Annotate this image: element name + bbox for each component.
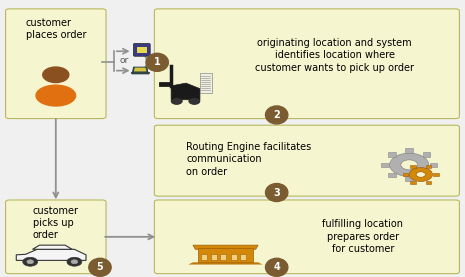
Polygon shape [131,73,150,74]
Text: 2: 2 [273,110,280,120]
Polygon shape [33,245,72,249]
Polygon shape [193,245,258,249]
FancyBboxPatch shape [410,165,416,168]
Circle shape [416,172,425,177]
Ellipse shape [266,258,288,276]
FancyBboxPatch shape [137,47,147,53]
FancyBboxPatch shape [388,152,396,157]
FancyBboxPatch shape [154,125,459,196]
Text: Routing Engine facilitates
communication
on order: Routing Engine facilitates communication… [186,142,311,177]
Ellipse shape [36,85,75,106]
Circle shape [71,260,78,264]
FancyBboxPatch shape [220,254,226,260]
Circle shape [401,160,418,170]
FancyBboxPatch shape [423,173,430,177]
FancyBboxPatch shape [154,9,459,119]
Circle shape [43,67,69,83]
FancyBboxPatch shape [423,152,430,157]
Ellipse shape [266,106,288,124]
Circle shape [189,98,200,104]
Ellipse shape [146,53,168,71]
Polygon shape [16,249,86,260]
Circle shape [409,168,432,181]
FancyBboxPatch shape [388,173,396,177]
Polygon shape [134,68,146,71]
FancyBboxPatch shape [410,181,416,184]
FancyBboxPatch shape [211,254,217,260]
Text: 4: 4 [273,262,280,272]
FancyBboxPatch shape [433,173,439,176]
Text: fulfilling location
prepares order
for customer: fulfilling location prepares order for c… [322,219,403,254]
Ellipse shape [266,183,288,202]
Text: 5: 5 [97,262,103,272]
Circle shape [23,257,38,266]
FancyBboxPatch shape [133,43,150,56]
FancyBboxPatch shape [6,9,106,119]
FancyBboxPatch shape [200,73,212,93]
Circle shape [390,153,429,176]
Circle shape [171,98,182,104]
FancyBboxPatch shape [430,163,437,167]
Ellipse shape [89,258,111,276]
Text: originating location and system
identifies location where
customer wants to pick: originating location and system identifi… [255,38,414,73]
Text: customer
places order: customer places order [26,18,86,40]
Text: or: or [120,56,129,65]
FancyBboxPatch shape [154,200,459,274]
Text: customer
picks up
order: customer picks up order [33,206,79,240]
Polygon shape [133,67,148,72]
Polygon shape [188,262,263,265]
FancyBboxPatch shape [405,148,413,153]
FancyBboxPatch shape [403,173,408,176]
FancyBboxPatch shape [240,254,246,260]
FancyBboxPatch shape [6,200,106,274]
Circle shape [27,260,33,264]
FancyBboxPatch shape [231,254,237,260]
Circle shape [67,257,82,266]
FancyBboxPatch shape [198,248,253,262]
FancyBboxPatch shape [425,181,431,184]
Text: 1: 1 [154,57,160,67]
FancyBboxPatch shape [201,254,207,260]
FancyBboxPatch shape [405,177,413,181]
Polygon shape [171,83,200,100]
FancyBboxPatch shape [425,165,431,168]
Text: 3: 3 [273,188,280,198]
FancyBboxPatch shape [381,163,389,167]
